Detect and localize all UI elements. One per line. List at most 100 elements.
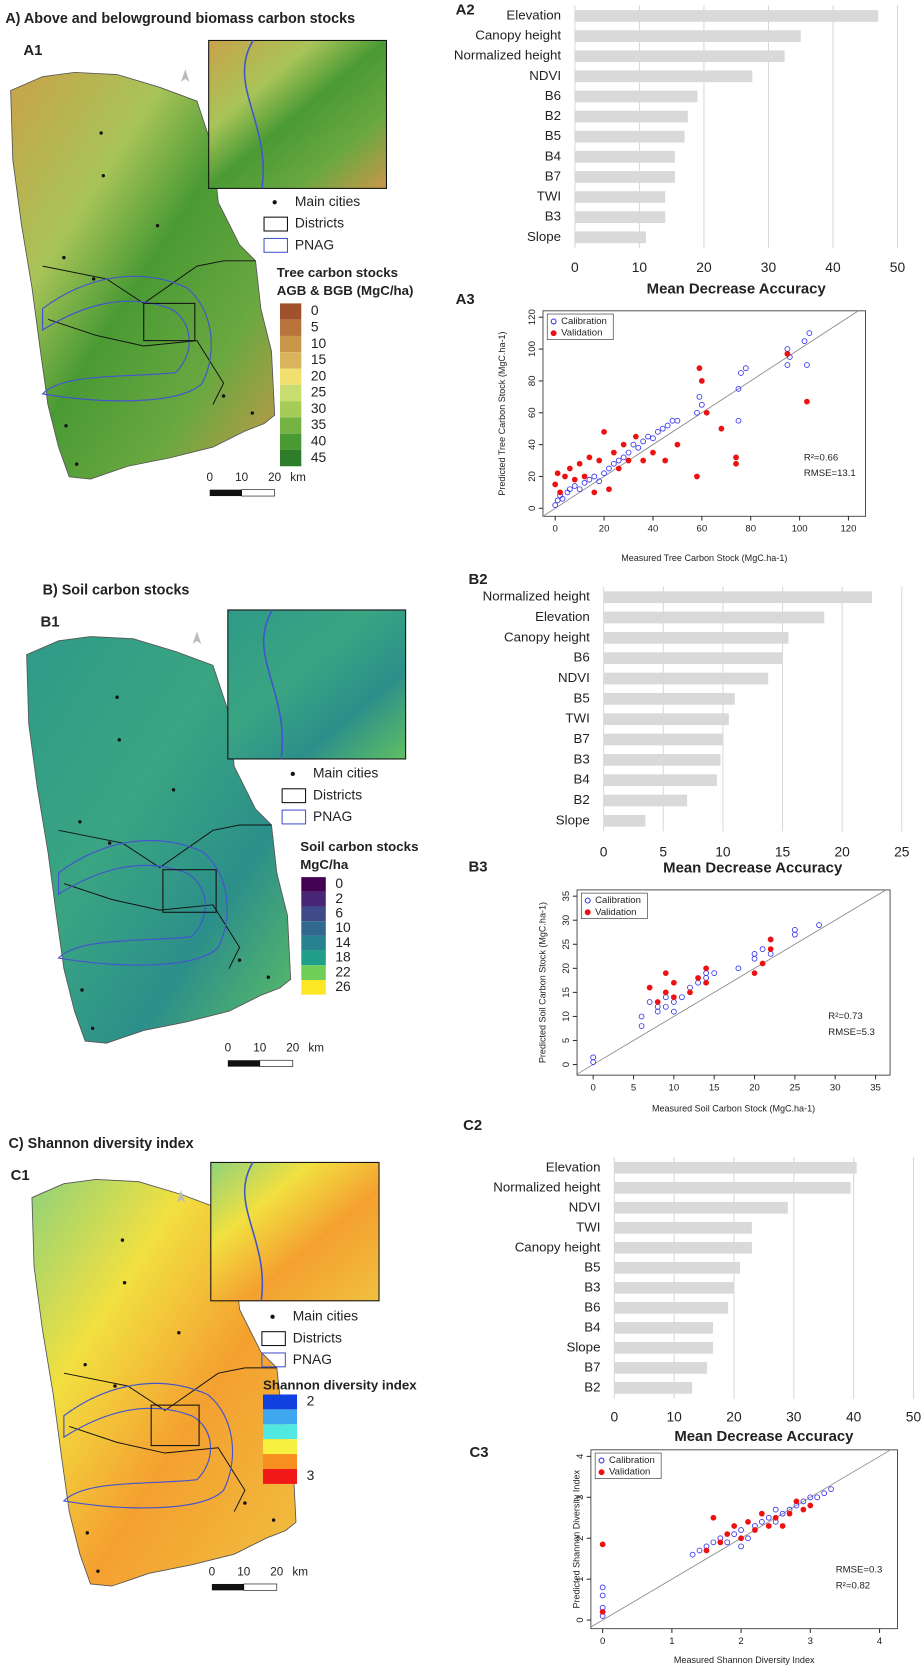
legend-swatch [281,809,307,825]
class-swatch [301,935,326,951]
class-label: 14 [335,934,351,950]
point [758,1518,765,1525]
legend-marker [584,897,591,904]
legend-label: Validation [561,328,602,339]
inset-map [227,609,407,760]
point [638,1013,645,1020]
point [735,965,742,972]
city [107,841,112,845]
point [662,970,669,977]
scale-label: 10 [235,471,249,484]
bar [614,1301,728,1314]
legend-label: Districts [313,786,362,802]
point [552,502,559,509]
panel-title: B) Soil carbon stocks [43,583,190,599]
class-label: 2 [335,890,343,906]
y-tick-label: 0 [561,1062,572,1067]
point [599,1584,606,1591]
point [620,441,627,448]
district-line [42,260,256,304]
panel-label: B1 [40,615,59,631]
point [646,984,653,991]
point [670,994,677,1001]
point [759,946,766,952]
scale-title: Soil carbon stocks [300,839,418,854]
bar [603,814,646,827]
city [62,255,66,260]
x-tick-label: 3 [808,1636,813,1647]
inset-map [210,1161,380,1302]
class-label: 10 [335,919,351,935]
class-swatch [280,401,302,418]
category-label: B3 [574,751,590,766]
y-tick-label: 120 [527,309,538,325]
x-tick-label: 0 [553,524,558,535]
point [807,1494,814,1501]
district-line [63,883,241,969]
class-label: 30 [311,400,327,416]
class-swatch [262,1439,298,1455]
class-swatch [280,368,302,385]
point [670,1008,677,1015]
city [113,1384,117,1388]
point [735,385,742,392]
x-axis-label: Measured Shannon Diversity Index [674,1655,815,1665]
north-arrow [180,69,190,82]
panel-label: B2 [468,572,487,588]
point [620,454,627,461]
point [554,497,561,504]
point [814,1494,821,1501]
point [689,1551,696,1558]
y-tick-label: 30 [561,915,572,926]
point [615,457,622,464]
point [662,989,669,996]
city [96,1569,100,1573]
scale-bar [259,1059,294,1067]
point [581,479,588,486]
point [772,1506,779,1513]
x-tick-label: 15 [709,1082,720,1093]
point [659,425,666,432]
category-label: B5 [545,128,561,143]
point [703,1547,710,1554]
legend-dot [270,1314,275,1319]
inset-river [262,609,284,760]
point [807,1502,814,1509]
y-tick-label: 60 [527,407,538,418]
legend-label: PNAG [295,237,334,253]
y-tick-label: 4 [575,1453,586,1459]
x-tick-label: 20 [726,1409,742,1425]
bar [574,130,685,143]
x-tick-label: 50 [890,259,906,275]
y-tick-label: 1 [575,1576,586,1581]
legend-label: Validation [595,907,636,918]
bar [614,1221,752,1234]
x-tick-label: 10 [669,1082,680,1093]
legend-label: Main cities [295,193,360,209]
bar [603,713,729,726]
city [250,411,255,415]
city [243,1501,247,1505]
x-tick-label: 0 [610,1409,618,1425]
category-label: NDVI [529,68,561,83]
point [751,951,758,957]
y-tick-label: 20 [561,963,572,974]
class-swatch [301,877,326,892]
point [596,457,603,464]
category-label: B4 [574,772,590,787]
panel-label: C3 [470,1445,489,1461]
class-swatch [301,891,326,907]
x-axis-label: Measured Tree Carbon Stock (MgC.ha-1) [621,553,787,563]
category-label: B7 [584,1359,600,1374]
bar [574,10,879,22]
city [64,424,68,428]
x-tick-label: 5 [659,843,667,859]
point [687,989,693,996]
x-tick-label: 50 [906,1409,922,1425]
category-label: TWI [565,711,589,726]
legend-swatch [263,237,288,253]
x-tick-label: 30 [761,259,777,275]
bar [614,1281,734,1294]
bar [574,30,801,42]
class-label: 6 [335,905,343,921]
